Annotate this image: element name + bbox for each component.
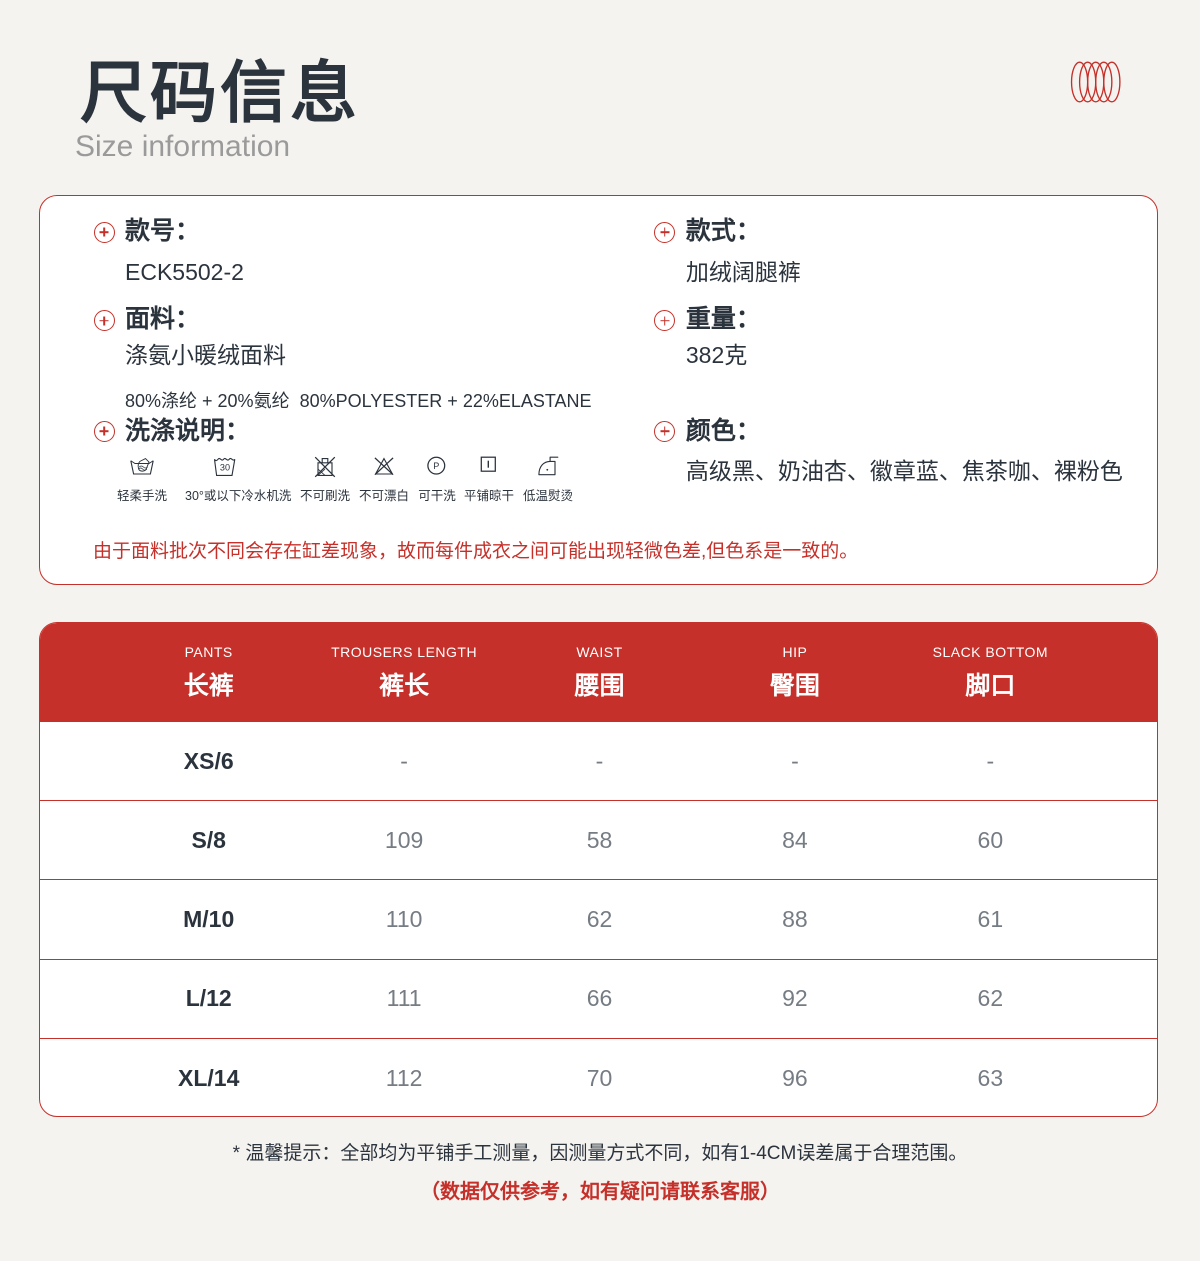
svg-text:30: 30 — [220, 463, 230, 473]
svg-text:P: P — [433, 461, 439, 471]
